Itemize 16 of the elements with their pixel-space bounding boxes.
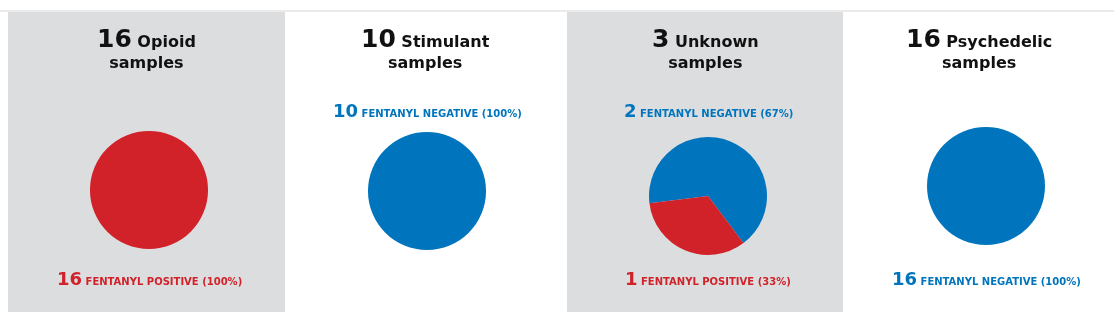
chart-title: 16 Psychedelic samples [906,24,1053,72]
data-label: 16 [57,268,83,289]
chart-title: 3 Unknown samples [652,24,759,72]
slice-label: FENTANYL NEGATIVE (100%) [920,276,1081,287]
data-label: 16 [892,268,918,289]
pie-slice [649,137,767,244]
chart-title: 16 Opioid samples [97,24,196,72]
slice-label: FENTANYL NEGATIVE (67%) [640,108,794,119]
pie-slice [649,196,744,255]
data-label: 10 [333,100,359,121]
chart-title: 10 Stimulant samples [361,24,490,72]
data-label: 1 [625,268,638,289]
slice-label: FENTANYL POSITIVE (100%) [85,276,243,287]
slice-label: FENTANYL NEGATIVE (100%) [361,108,522,119]
slice-label: FENTANYL POSITIVE (33%) [641,276,791,287]
data-label: 2 [624,100,637,121]
